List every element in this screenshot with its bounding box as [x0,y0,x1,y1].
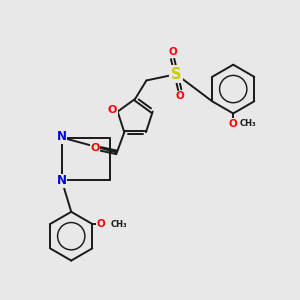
Text: CH₃: CH₃ [240,119,256,128]
Text: CH₃: CH₃ [110,220,127,229]
Text: O: O [97,219,106,229]
Text: N: N [57,174,67,188]
Text: S: S [171,67,181,82]
Text: N: N [57,130,67,143]
Text: O: O [229,118,238,128]
Text: O: O [91,143,100,153]
Text: O: O [175,91,184,101]
Text: O: O [108,105,117,116]
Text: O: O [168,47,177,57]
